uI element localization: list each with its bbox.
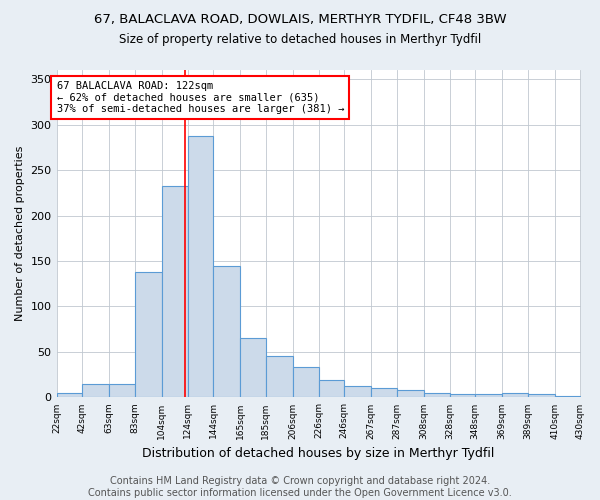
Text: Size of property relative to detached houses in Merthyr Tydfil: Size of property relative to detached ho… [119, 32, 481, 46]
Bar [162, 186, 188, 398]
Text: Contains HM Land Registry data © Crown copyright and database right 2024.
Contai: Contains HM Land Registry data © Crown c… [88, 476, 512, 498]
Bar [424, 393, 449, 398]
Bar [109, 384, 135, 398]
Bar [449, 394, 475, 398]
Bar [135, 272, 162, 398]
Bar [319, 380, 344, 398]
Bar [240, 338, 266, 398]
Text: 67, BALACLAVA ROAD, DOWLAIS, MERTHYR TYDFIL, CF48 3BW: 67, BALACLAVA ROAD, DOWLAIS, MERTHYR TYD… [94, 12, 506, 26]
Bar [213, 266, 240, 398]
Y-axis label: Number of detached properties: Number of detached properties [15, 146, 25, 322]
Bar [344, 386, 371, 398]
Text: 67 BALACLAVA ROAD: 122sqm
← 62% of detached houses are smaller (635)
37% of semi: 67 BALACLAVA ROAD: 122sqm ← 62% of detac… [56, 81, 344, 114]
Bar [555, 396, 580, 398]
Bar [266, 356, 293, 398]
Bar [56, 393, 82, 398]
Bar [475, 394, 502, 398]
Bar [82, 384, 109, 398]
Bar [502, 393, 528, 398]
Bar [293, 368, 319, 398]
Bar [371, 388, 397, 398]
Bar [188, 136, 213, 398]
Bar [528, 394, 555, 398]
X-axis label: Distribution of detached houses by size in Merthyr Tydfil: Distribution of detached houses by size … [142, 447, 495, 460]
Bar [397, 390, 424, 398]
